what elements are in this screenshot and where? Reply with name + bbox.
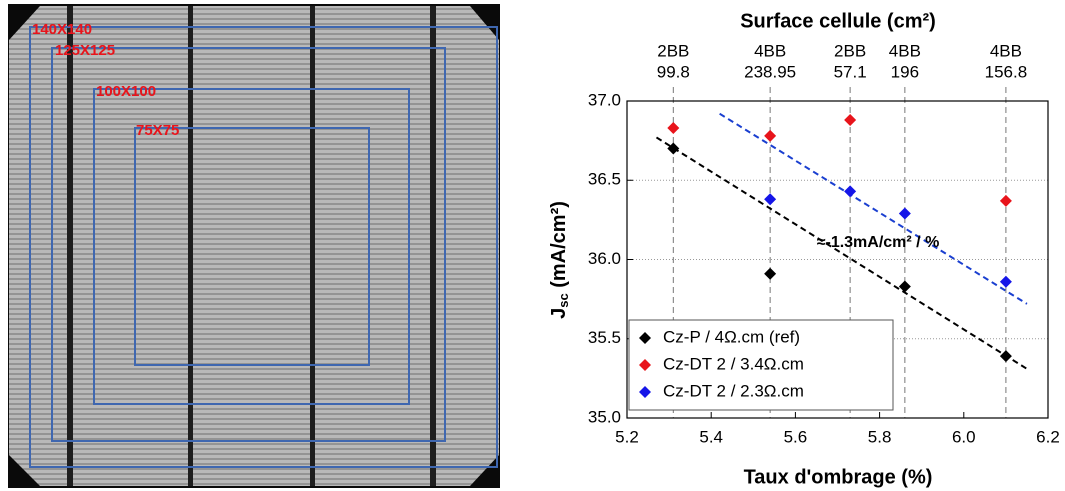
- top-tick-surface: 156.8: [985, 62, 1028, 81]
- point: [667, 121, 680, 134]
- top-tick-surface: 238.95: [744, 62, 796, 81]
- top-tick-surface: 196: [891, 62, 919, 81]
- y-tick-label: 36.0: [588, 249, 621, 268]
- squares: [29, 26, 498, 468]
- y-tick-label: 36.5: [588, 170, 621, 189]
- top-tick-busbar: 2BB: [834, 41, 866, 60]
- legend-box: [628, 319, 894, 411]
- y-tick-label: 37.0: [588, 90, 621, 109]
- top-tick-busbar: 2BB: [657, 41, 689, 60]
- top-tick-surface: 57.1: [834, 62, 867, 81]
- busbars: [67, 6, 436, 486]
- square-label: 125X125: [55, 42, 115, 59]
- point: [898, 280, 911, 293]
- legend-label: Cz-P / 4Ω.cm (ref): [663, 327, 800, 346]
- point: [999, 194, 1012, 207]
- y-axis-title-unit: (mA/cm²): [548, 201, 570, 293]
- point: [999, 275, 1012, 288]
- legend-label: Cz-DT 2 / 3.4Ω.cm: [663, 354, 804, 373]
- point: [844, 114, 857, 127]
- top-tick-surface: 99.8: [657, 62, 690, 81]
- y-axis-title-sub: sc: [556, 293, 571, 307]
- x-tick-label: 5.2: [615, 427, 639, 446]
- trend-line: [719, 112, 1028, 305]
- square-label: 75X75: [136, 122, 179, 139]
- plot-frame: [626, 100, 1049, 419]
- square-label: 140X140: [32, 21, 92, 38]
- top-tick-busbar: 4BB: [754, 41, 786, 60]
- legend-marker: [639, 332, 651, 344]
- y-axis-title-main: J: [548, 308, 570, 319]
- point: [898, 207, 911, 220]
- square-label: 100X100: [96, 83, 156, 100]
- x-tick-label: 5.8: [868, 427, 892, 446]
- point: [999, 350, 1012, 363]
- x-tick-label: 5.4: [699, 427, 723, 446]
- chart: Surface cellule (cm²) Taux d'ombrage (%)…: [548, 10, 1060, 488]
- y-tick-label: 35.0: [588, 407, 621, 426]
- top-tick-busbar: 4BB: [990, 41, 1022, 60]
- point: [764, 267, 777, 280]
- point: [844, 185, 857, 198]
- point: [667, 142, 680, 155]
- x-axis-title: Taux d'ombrage (%): [744, 466, 933, 488]
- legend-marker: [639, 359, 651, 371]
- x-tick-label: 6.0: [952, 427, 976, 446]
- cell-image: 140X140 125X125 100X100 75X75: [8, 4, 500, 488]
- legend-marker: [639, 386, 651, 398]
- cell: [9, 6, 499, 486]
- legend-label: Cz-DT 2 / 2.3Ω.cm: [663, 381, 804, 400]
- annotation: ≈-1.3mA/cm² / %: [817, 234, 940, 251]
- trend-line: [655, 136, 1028, 370]
- point: [764, 129, 777, 142]
- y-axis-title: Jsc (mA/cm²): [548, 201, 571, 319]
- point: [764, 193, 777, 206]
- top-axis-title: Surface cellule (cm²): [740, 10, 936, 32]
- x-tick-label: 5.6: [784, 427, 808, 446]
- top-tick-busbar: 4BB: [889, 41, 921, 60]
- y-tick-label: 35.5: [588, 328, 621, 347]
- x-tick-label: 6.2: [1036, 427, 1060, 446]
